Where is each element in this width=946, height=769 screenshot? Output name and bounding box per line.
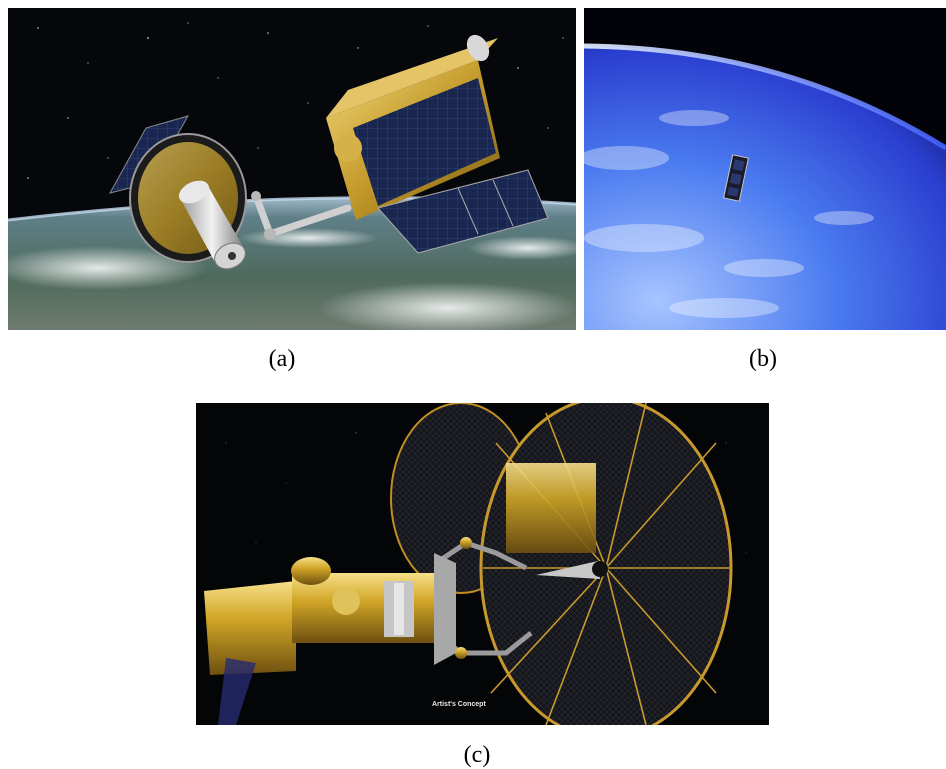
- servicing-scene-illustration: [8, 8, 576, 330]
- image-panel-c: Artist's Concept: [196, 403, 769, 725]
- caption-c: (c): [463, 742, 491, 768]
- antenna-docking-illustration: Artist's Concept: [196, 403, 769, 725]
- caption-a: (a): [268, 346, 296, 372]
- caption-b: (b): [749, 346, 777, 372]
- image-panel-b: [584, 8, 946, 330]
- orbiting-satellite-illustration: [584, 8, 946, 330]
- image-panel-a: [8, 8, 576, 330]
- artist-concept-label: Artist's Concept: [432, 701, 486, 708]
